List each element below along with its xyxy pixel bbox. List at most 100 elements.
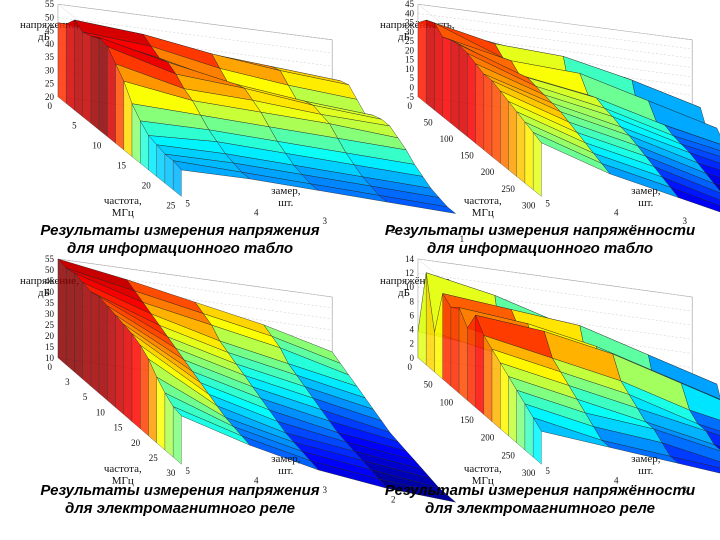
z-tick-label: 30 xyxy=(45,65,55,75)
caption-line-1: Результаты измерения напряжения xyxy=(40,222,320,239)
x-tick-label: 100 xyxy=(440,134,454,144)
x-tick-label: 50 xyxy=(424,380,434,390)
surface-skirt xyxy=(450,306,460,394)
surface-skirt xyxy=(57,258,67,366)
x-tick-label: 250 xyxy=(501,184,515,194)
caption-line-1: Результаты измерения напряжённости xyxy=(384,482,696,499)
y-axis-label: замер, xyxy=(631,453,661,465)
y-tick-label: 5 xyxy=(545,198,550,208)
surface-skirt xyxy=(483,73,493,157)
z-tick-label: 50 xyxy=(45,265,55,275)
caption-line-2: для электромагнитного реле xyxy=(65,500,295,517)
surface-skirt xyxy=(434,22,443,118)
surface-skirt xyxy=(140,344,149,437)
surface-skirt xyxy=(107,46,116,144)
x-tick-label: 50 xyxy=(424,117,434,127)
x-tick-label: 200 xyxy=(481,433,495,443)
surface-skirt xyxy=(173,160,182,197)
z-tick-label: 5 xyxy=(410,73,415,83)
x-tick-label: 200 xyxy=(481,167,495,177)
surface-skirt xyxy=(123,324,133,422)
surface-skirt xyxy=(107,305,116,408)
x-tick-label: 15 xyxy=(114,423,124,433)
surface-skirt xyxy=(475,63,484,151)
surface-skirt xyxy=(450,39,460,131)
z-tick-label: 15 xyxy=(45,342,55,352)
x-tick-label: 300 xyxy=(522,200,536,210)
z-tick-label: 10 xyxy=(405,64,415,74)
z-tick-label: 55 xyxy=(45,254,55,264)
z-tick-label: 25 xyxy=(45,79,55,89)
y-tick-label: 3 xyxy=(323,216,328,226)
surface-chart-3: 10152025303540455055напряжение,дБ0351015… xyxy=(20,254,464,514)
surface-skirt xyxy=(533,417,542,465)
surface-skirt xyxy=(508,100,517,177)
z-tick-label: 12 xyxy=(405,268,414,278)
surface-skirt xyxy=(98,37,108,137)
surface-skirt xyxy=(74,272,83,380)
z-tick-label: 55 xyxy=(45,0,55,9)
z-tick-label: 0 xyxy=(410,353,415,363)
z-tick-label: 20 xyxy=(45,92,55,102)
caption-field-relay: Результаты измерения напряжённости для э… xyxy=(360,482,720,518)
y-tick-label: 4 xyxy=(254,207,259,217)
y-tick-label: 2 xyxy=(391,225,396,235)
x-tick-label: 3 xyxy=(65,377,70,387)
y-tick-label: 4 xyxy=(614,476,619,486)
caption-line-1: Результаты измерения напряжённости xyxy=(384,222,696,239)
z-tick-label: 15 xyxy=(405,55,415,65)
x-axis-label: частота, xyxy=(464,463,502,475)
surface-skirt xyxy=(524,121,534,191)
y-tick-label: 3 xyxy=(683,216,688,226)
x-tick-label: 15 xyxy=(117,161,127,171)
z-tick-label: 20 xyxy=(405,45,415,55)
surface-skirt xyxy=(74,19,83,118)
x-tick-label: 250 xyxy=(501,450,515,460)
surface-skirt xyxy=(467,314,476,408)
caption-line-2: для электромагнитного реле xyxy=(425,500,655,517)
z-tick-label: 25 xyxy=(45,320,55,330)
z-tick-label: 2 xyxy=(410,339,415,349)
surface-skirt xyxy=(173,406,182,465)
surface-skirt xyxy=(82,282,92,387)
surface-skirt xyxy=(90,291,100,394)
z-tick-label: 4 xyxy=(410,325,415,335)
y-tick-label: 5 xyxy=(185,466,190,476)
z-tick-label: 40 xyxy=(45,287,55,297)
surface-skirt xyxy=(98,296,108,401)
z-tick-label: 14 xyxy=(405,254,415,264)
x-tick-label: 5 xyxy=(83,392,88,402)
z-tick-label: 50 xyxy=(45,12,55,22)
z-tick-label: 10 xyxy=(405,282,415,292)
x-tick-label: 150 xyxy=(460,415,474,425)
z-tick-label: 40 xyxy=(45,39,55,49)
x-axis-unit: МГц xyxy=(472,475,494,487)
z-axis-unit: дБ xyxy=(38,31,50,43)
surface-skirt xyxy=(500,90,509,171)
y-axis-label: замер, xyxy=(631,185,661,197)
surface-chart-4: 02468101214напряжённость,дБ0501001502002… xyxy=(380,254,720,495)
surface-skirt xyxy=(131,333,141,430)
x-tick-label: 30 xyxy=(166,468,176,478)
z-axis-unit: дБ xyxy=(398,31,410,43)
surface-skirt xyxy=(533,131,542,197)
x-tick-label: 0 xyxy=(48,362,53,372)
caption-voltage-board: Результаты измерения напряжения для инфо… xyxy=(0,222,360,258)
y-axis-unit: шт. xyxy=(638,465,653,477)
z-axis-unit: дБ xyxy=(38,287,50,299)
surface-skirt xyxy=(442,292,452,387)
x-tick-label: 0 xyxy=(408,362,413,372)
z-tick-label: 6 xyxy=(410,310,415,320)
y-tick-label: 3 xyxy=(323,485,328,495)
y-axis-label: замер, xyxy=(271,453,301,465)
x-tick-label: 300 xyxy=(522,468,536,478)
surface-chart-1: 2025303540455055напряжение,дБ0510152025ч… xyxy=(20,0,464,244)
y-tick-label: 4 xyxy=(614,207,619,217)
y-axis-unit: шт. xyxy=(278,465,293,477)
x-tick-label: 0 xyxy=(48,101,53,111)
z-tick-label: 20 xyxy=(45,331,55,341)
x-tick-label: 20 xyxy=(142,181,152,191)
z-tick-label: 35 xyxy=(405,18,415,28)
y-axis-label: замер, xyxy=(271,185,301,197)
